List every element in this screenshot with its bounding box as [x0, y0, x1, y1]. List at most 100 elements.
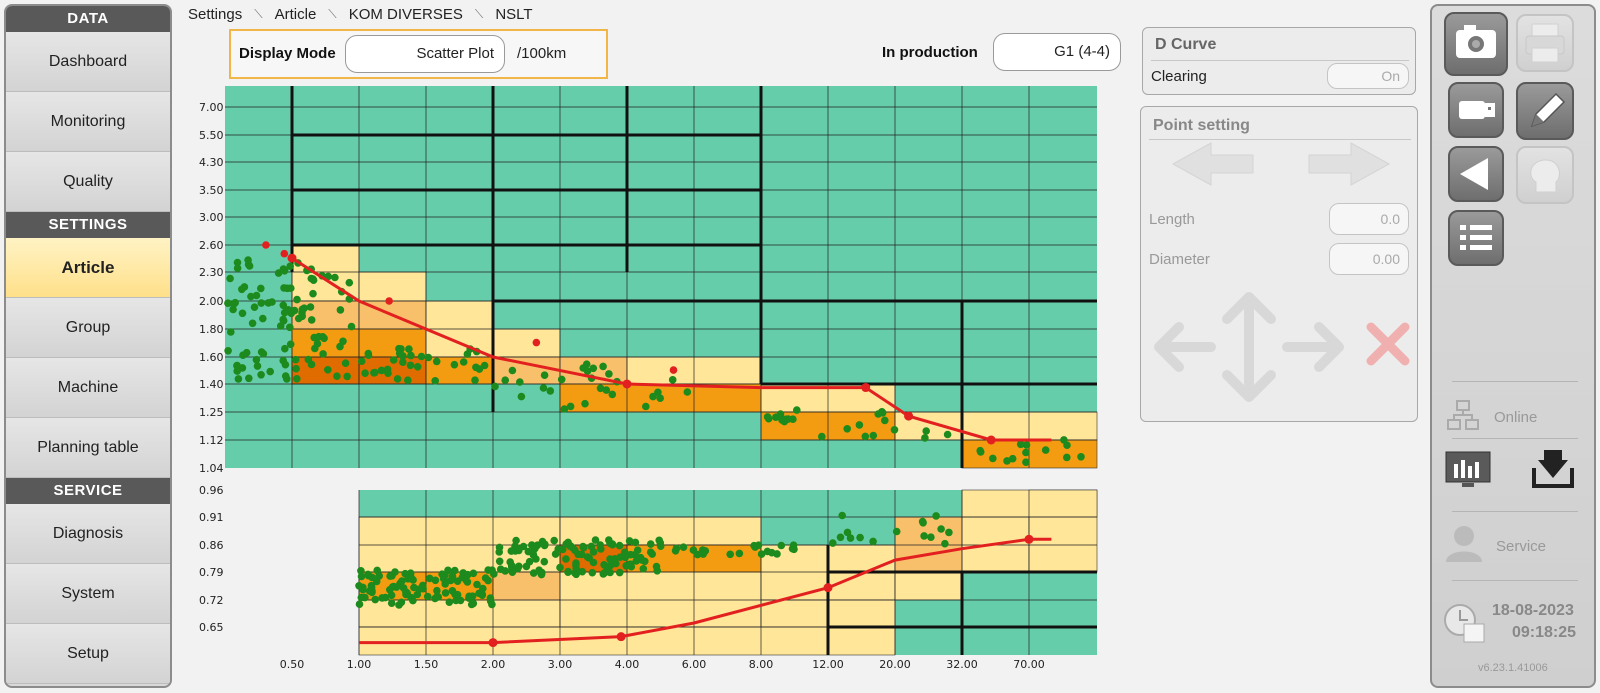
next-point-icon[interactable]: [1307, 141, 1391, 187]
scatter-point: [424, 353, 433, 362]
scatter-point: [465, 594, 473, 602]
production-select[interactable]: G1 (4-4): [993, 33, 1121, 71]
breadcrumb-article[interactable]: Article: [274, 5, 317, 23]
nav-item-setup[interactable]: Setup: [6, 624, 170, 684]
nav-item-group[interactable]: Group: [6, 298, 170, 358]
time-text: 09:18:25: [1512, 624, 1577, 641]
scatter-point: [407, 351, 415, 360]
scatter-point: [556, 563, 564, 572]
scatter-point: [371, 595, 379, 604]
print-button[interactable]: [1516, 14, 1574, 72]
outlier-point: [669, 366, 678, 374]
scatter-point: [399, 358, 407, 367]
scatter-point: [516, 378, 524, 386]
scatter-point: [357, 572, 366, 581]
scatter-point: [227, 328, 235, 336]
scatter-chart[interactable]: 7.00 5.50 4.30 3.50 3.00 2.60 2.30 2.00 1.80 1.60…: [195, 80, 1125, 685]
scatter-point: [405, 345, 413, 353]
scatter-point: [679, 543, 688, 551]
scatter-point: [359, 585, 367, 594]
scatter-point: [588, 568, 597, 577]
nav-section-settings: SETTINGS: [6, 212, 170, 238]
scatter-point: [387, 599, 396, 607]
scatter-point: [395, 349, 404, 358]
scatter-point: [448, 587, 457, 595]
lower-tolerance-zone: [894, 516, 963, 573]
scatter-point: [309, 289, 317, 298]
y-tick-label: 7.00: [199, 101, 224, 114]
outlier-point: [280, 249, 289, 258]
upper-tolerance-zone: [961, 411, 1098, 441]
scatter-point: [410, 583, 418, 592]
scatter-point: [464, 570, 472, 579]
monitor-chart-icon[interactable]: [1444, 450, 1492, 492]
nav-section-data: DATA: [6, 6, 170, 32]
lower-tolerance-zone: [492, 571, 561, 601]
scatter-point: [1008, 454, 1017, 463]
y-tick-label: 5.50: [199, 129, 224, 142]
nav-item-diagnosis[interactable]: Diagnosis: [6, 504, 170, 564]
display-mode-select[interactable]: Scatter Plot: [345, 35, 505, 73]
camera-button[interactable]: [1444, 12, 1508, 76]
scatter-point: [642, 402, 650, 411]
x-tick-label: 20.00: [879, 658, 911, 671]
right-toolbar: Online Service 18-08-2023 09:18:25 v6.23…: [1430, 4, 1596, 688]
back-button[interactable]: [1448, 146, 1504, 202]
scatter-point: [233, 264, 242, 272]
breadcrumb-settings[interactable]: Settings: [188, 5, 243, 23]
clock-calendar-icon: [1444, 604, 1485, 643]
scatter-point: [257, 299, 266, 307]
head-button[interactable]: [1516, 146, 1574, 204]
x-tick-label: 70.00: [1013, 658, 1045, 671]
scatter-point: [508, 366, 517, 375]
outlier-point: [532, 338, 541, 347]
list-button[interactable]: [1448, 210, 1504, 266]
y-tick-label: 0.65: [199, 621, 224, 634]
scatter-point: [535, 566, 543, 574]
edit-button[interactable]: [1516, 82, 1574, 140]
scatter-point: [361, 369, 369, 378]
scatter-point: [1077, 453, 1085, 461]
clearing-toggle[interactable]: On: [1327, 63, 1409, 89]
breadcrumb-kom-diverses[interactable]: KOM DIVERSES: [348, 5, 463, 23]
y-tick-label: 1.12: [199, 434, 224, 447]
previous-point-icon[interactable]: [1171, 141, 1255, 187]
nav-item-article[interactable]: Article: [6, 238, 170, 298]
scatter-point: [238, 364, 247, 372]
scatter-point: [780, 417, 789, 426]
scatter-point: [846, 534, 855, 542]
scatter-point: [616, 553, 624, 561]
head-icon: [1530, 159, 1560, 193]
length-input[interactable]: 0.0: [1329, 203, 1409, 235]
scatter-point: [291, 355, 300, 364]
scatter-point: [371, 368, 379, 377]
nav-item-monitoring[interactable]: Monitoring: [6, 92, 170, 152]
breadcrumb-nslt[interactable]: NSLT: [495, 5, 533, 23]
scatter-point: [596, 384, 605, 393]
scatter-point: [287, 309, 296, 318]
scatter-point: [587, 542, 596, 551]
nav-item-dashboard[interactable]: Dashboard: [6, 32, 170, 92]
diameter-input[interactable]: 0.00: [1329, 243, 1409, 275]
nav-item-system[interactable]: System: [6, 564, 170, 624]
delete-point-icon[interactable]: [1365, 321, 1411, 367]
scatter-point: [890, 426, 899, 434]
nav-item-quality[interactable]: Quality: [6, 152, 170, 212]
scatter-point: [401, 569, 409, 578]
download-icon[interactable]: [1528, 446, 1578, 492]
scatter-point: [397, 598, 406, 607]
scatter-point: [639, 565, 648, 573]
nav-item-planning-table[interactable]: Planning table: [6, 418, 170, 478]
scatter-point: [589, 558, 598, 567]
scatter-point: [605, 370, 613, 378]
nav-item-machine[interactable]: Machine: [6, 358, 170, 418]
scatter-point: [838, 511, 846, 520]
scatter-point: [252, 355, 261, 364]
service-label[interactable]: Service: [1496, 538, 1547, 555]
scatter-point: [398, 577, 406, 585]
y-tick-label: 4.30: [199, 156, 224, 169]
move-point-arrows-icon[interactable]: [1149, 287, 1349, 407]
scatter-point: [622, 562, 630, 570]
usb-button[interactable]: [1448, 82, 1504, 138]
scatter-point: [655, 536, 663, 545]
